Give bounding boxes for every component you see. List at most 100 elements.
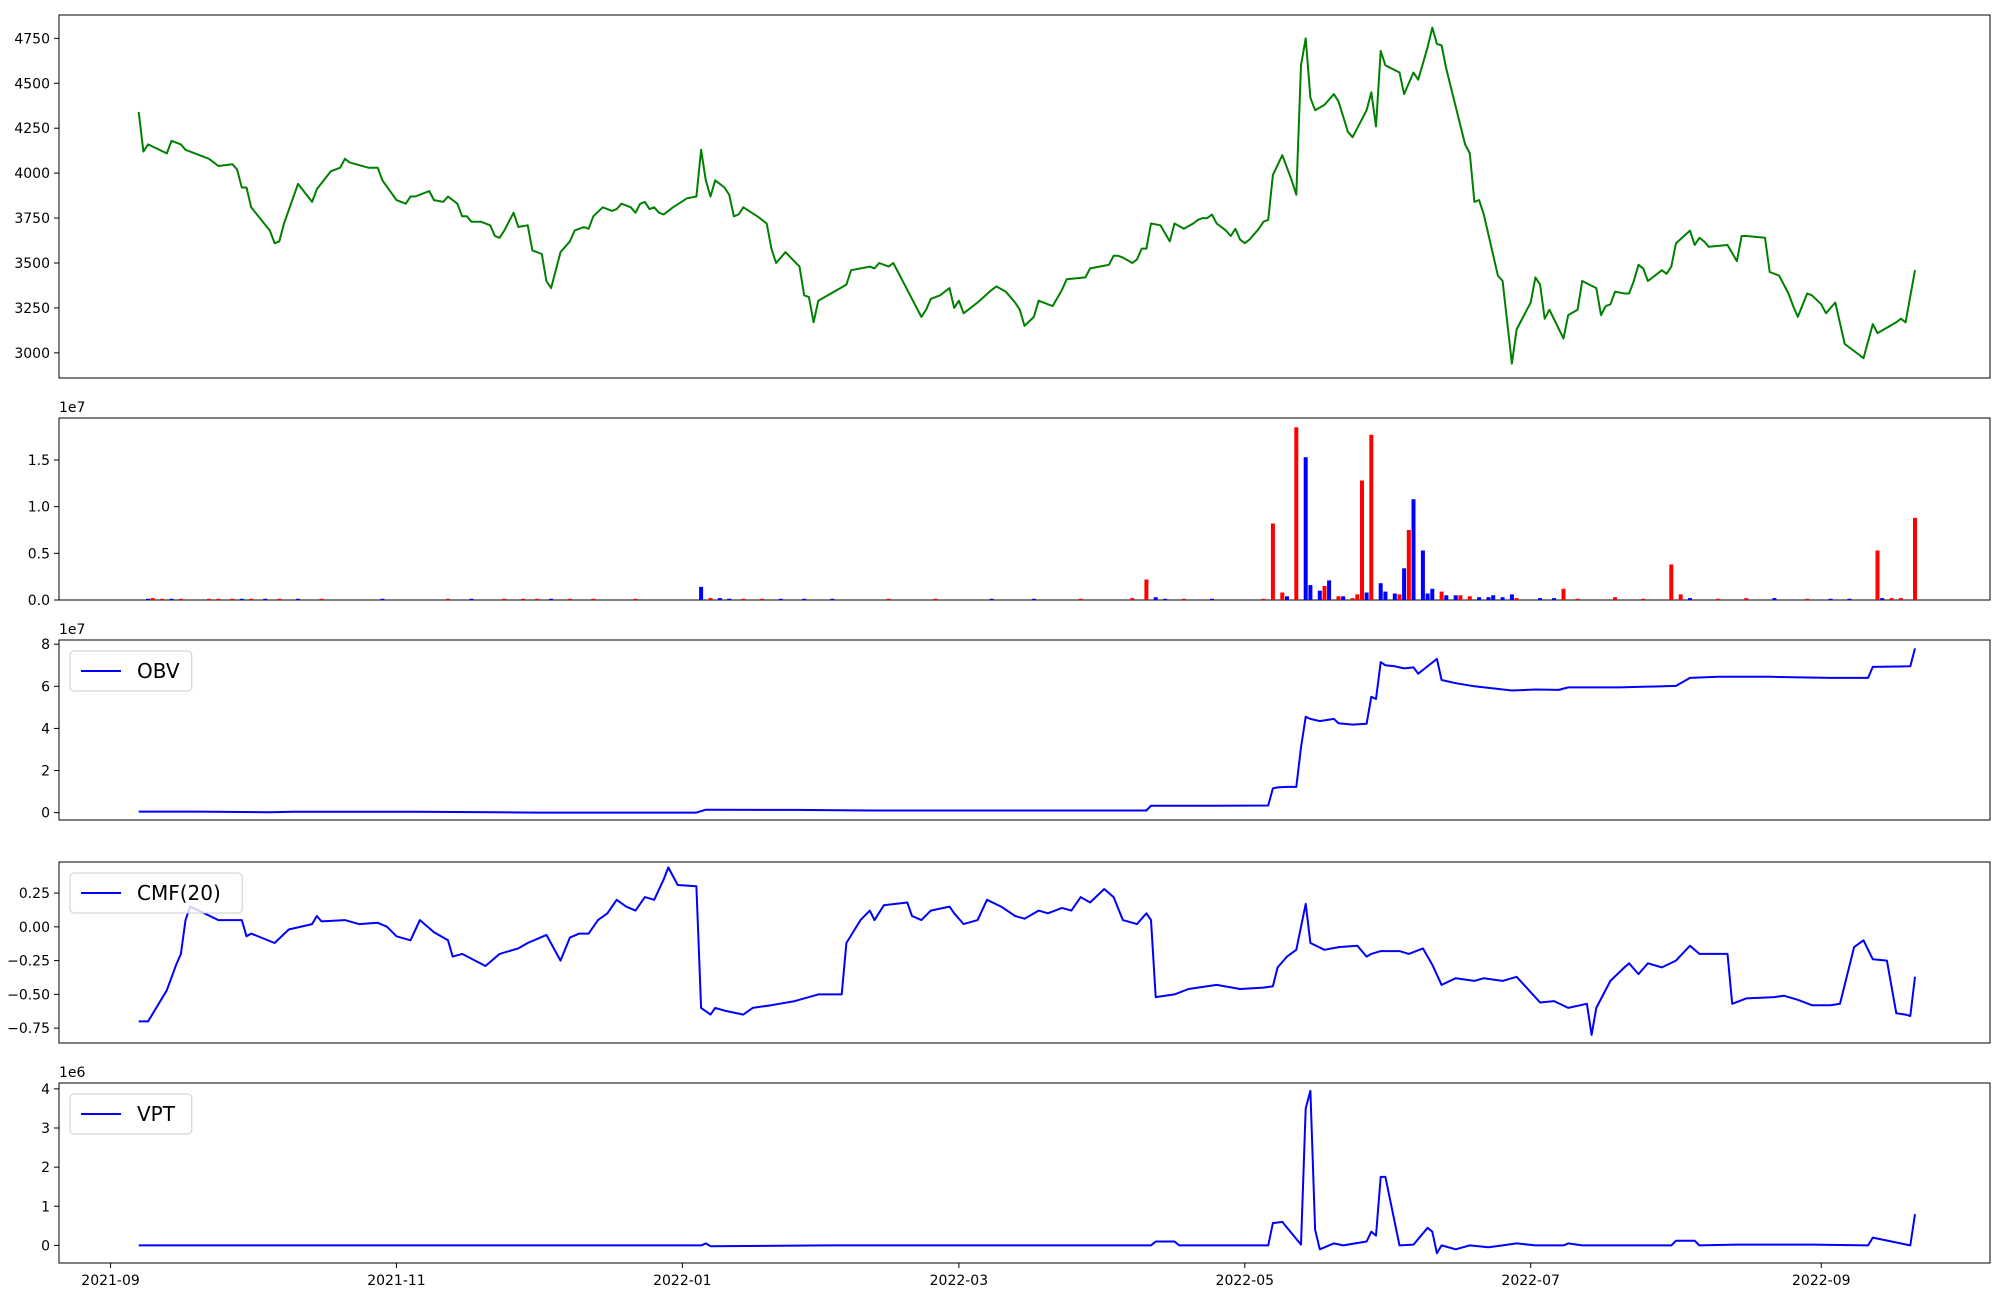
volume-bar: [1360, 480, 1364, 600]
volume-bar: [1392, 593, 1397, 600]
volume-bar: [1261, 598, 1266, 600]
volume-bar: [1561, 588, 1566, 600]
volume-bar: [1294, 427, 1299, 600]
volume-bar: [549, 598, 554, 600]
volume-bar: [319, 598, 324, 600]
volume-bar: [1303, 457, 1308, 600]
x-axis: 2021-09 2021-11 2022-01 2022-03 2022-05 2022-…: [81, 1263, 1851, 1289]
volume-bar: [933, 598, 938, 600]
volume-bar: [263, 598, 268, 600]
volume-bar: [1875, 550, 1880, 600]
volume-bar: [1406, 530, 1411, 600]
volume-bar: [1453, 595, 1458, 600]
volume-bar: [1898, 598, 1903, 600]
volume-bar: [169, 598, 174, 600]
volume-bar: [1336, 596, 1341, 600]
volume-bar: [146, 598, 151, 600]
volume-bar: [1716, 598, 1721, 600]
xtick-label: 2022-03: [930, 1273, 989, 1289]
volume-bar: [1491, 595, 1496, 600]
volume-bar: [886, 598, 891, 600]
volume-bar: [778, 598, 783, 600]
volume-frame: [58, 417, 1991, 601]
price-line: [137, 26, 1916, 365]
volume-bar: [1355, 594, 1360, 600]
volume-bar: [1889, 598, 1894, 600]
volume-bar: [1828, 598, 1833, 600]
volume-bar: [1369, 434, 1374, 600]
vpt-ytick-label: 1: [41, 1199, 50, 1215]
volume-bar: [1383, 591, 1388, 600]
obv-ytick-label: 4: [41, 721, 50, 737]
vpt-line: [138, 1089, 1916, 1255]
volume-bar: [1444, 595, 1449, 600]
volume-bar: [1317, 590, 1322, 600]
obv-ytick-label: 2: [41, 764, 50, 780]
volume-bar: [1378, 583, 1383, 600]
volume-panel: 0.0 0.5 1.0 1.5 1e7: [28, 400, 1991, 609]
volume-bar: [567, 598, 572, 600]
volume-bar: [1500, 597, 1505, 600]
volume-bar: [1280, 592, 1285, 600]
cmf-panel: −0.75 −0.50 −0.25 0.00 0.25 CMF(20): [7, 861, 1991, 1044]
volume-bar: [727, 598, 732, 600]
cmf-legend-label: CMF(20): [137, 881, 221, 905]
cmf-legend: CMF(20): [69, 872, 243, 914]
volume-bar: [1327, 580, 1332, 600]
volume-bar: [446, 598, 450, 600]
volume-bar: [1308, 585, 1313, 600]
volume-bar: [1552, 598, 1557, 600]
obv-frame: [58, 639, 1991, 821]
price-panel: 3000 3250 3500 3750 4000 4250 4500 4750: [14, 14, 1991, 379]
volume-bar: [178, 598, 183, 600]
price-ytick-label: 3000: [14, 346, 50, 362]
volume-bar: [1913, 517, 1917, 600]
price-ytick-label: 3750: [14, 211, 50, 227]
cmf-ytick-label: −0.75: [7, 1021, 50, 1037]
volume-bar: [1425, 593, 1430, 600]
vpt-ytick-label: 4: [41, 1082, 50, 1098]
obv-legend-box: [69, 650, 193, 692]
volume-bar: [1270, 523, 1275, 600]
volume-bar: [1477, 597, 1482, 600]
cmf-ytick-label: −0.25: [7, 954, 50, 970]
volume-bar: [830, 598, 835, 600]
obv-ytick-label: 8: [41, 637, 50, 653]
volume-bar: [502, 598, 507, 600]
volume-bar: [1322, 586, 1327, 600]
volume-bar: [1514, 598, 1519, 600]
volume-bar: [1575, 598, 1580, 600]
cmf-ytick-label: −0.50: [7, 987, 50, 1003]
volume-bar: [1430, 588, 1435, 600]
vpt-frame: [58, 1082, 1991, 1264]
volume-ytick-label: 0.5: [28, 546, 50, 562]
volume-bar: [1744, 598, 1749, 600]
volume-bar: [521, 598, 525, 600]
volume-bar: [1772, 598, 1777, 600]
volume-bar: [1341, 596, 1346, 600]
obv-legend-label: OBV: [137, 659, 180, 683]
xtick-label: 2022-07: [1501, 1273, 1560, 1289]
volume-bar: [717, 598, 722, 600]
volume-bar: [469, 598, 474, 600]
volume-bar: [1458, 595, 1463, 600]
cmf-ytick-label: 0.00: [19, 920, 50, 936]
volume-bar: [989, 598, 994, 600]
volume-bar: [535, 598, 540, 600]
obv-line: [138, 648, 1916, 814]
volume-bar: [1805, 598, 1810, 600]
price-ytick-label: 4000: [14, 166, 50, 182]
volume-bar: [802, 598, 807, 600]
volume-bar: [1078, 598, 1083, 600]
volume-bar: [239, 598, 244, 600]
volume-bar: [230, 598, 235, 600]
volume-bar: [760, 598, 764, 600]
volume-bar: [1847, 598, 1852, 600]
xtick-label: 2021-09: [81, 1273, 140, 1289]
volume-bar: [1439, 591, 1444, 600]
volume-bar: [1509, 594, 1514, 600]
volume-ytick-label: 1.5: [28, 453, 50, 469]
vpt-legend-label: VPT: [137, 1102, 176, 1126]
volume-bar: [380, 598, 385, 600]
volume-bar: [1285, 596, 1289, 600]
